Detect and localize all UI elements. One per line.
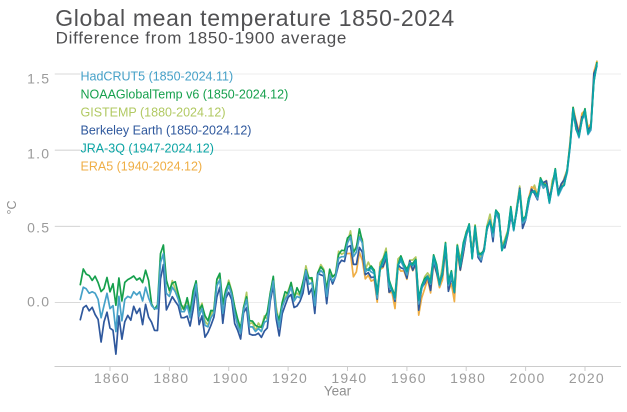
svg-text:Global mean temperature 1850-2: Global mean temperature 1850-2024 [55,5,455,31]
svg-text:1.5: 1.5 [27,71,50,87]
svg-text:ERA5 (1940-2024.12): ERA5 (1940-2024.12) [81,159,203,173]
svg-text:1880: 1880 [153,370,189,386]
svg-text:2000: 2000 [510,370,546,386]
svg-text:JRA-3Q (1947-2024.12): JRA-3Q (1947-2024.12) [81,141,214,155]
svg-text:Difference from 1850-1900 aver: Difference from 1850-1900 average [56,28,348,47]
svg-text:HadCRUT5 (1850-2024.11): HadCRUT5 (1850-2024.11) [81,69,234,83]
svg-text:1.0: 1.0 [27,145,50,161]
svg-text:1920: 1920 [272,370,308,386]
svg-text:0.5: 0.5 [27,219,50,235]
svg-text:NOAAGlobalTemp v6 (1850-2024.1: NOAAGlobalTemp v6 (1850-2024.12) [81,87,289,101]
svg-text:Berkeley Earth (1850-2024.12): Berkeley Earth (1850-2024.12) [81,123,252,137]
svg-text:GISTEMP (1880-2024.12): GISTEMP (1880-2024.12) [81,105,226,119]
svg-text:1980: 1980 [450,370,486,386]
svg-text:1940: 1940 [331,370,367,386]
svg-text:1960: 1960 [391,370,427,386]
svg-text:1860: 1860 [94,370,130,386]
svg-text:2020: 2020 [569,370,605,386]
svg-text:1900: 1900 [213,370,249,386]
svg-text:°C: °C [5,200,19,214]
svg-text:Year: Year [324,383,352,398]
svg-text:0.0: 0.0 [27,294,50,310]
